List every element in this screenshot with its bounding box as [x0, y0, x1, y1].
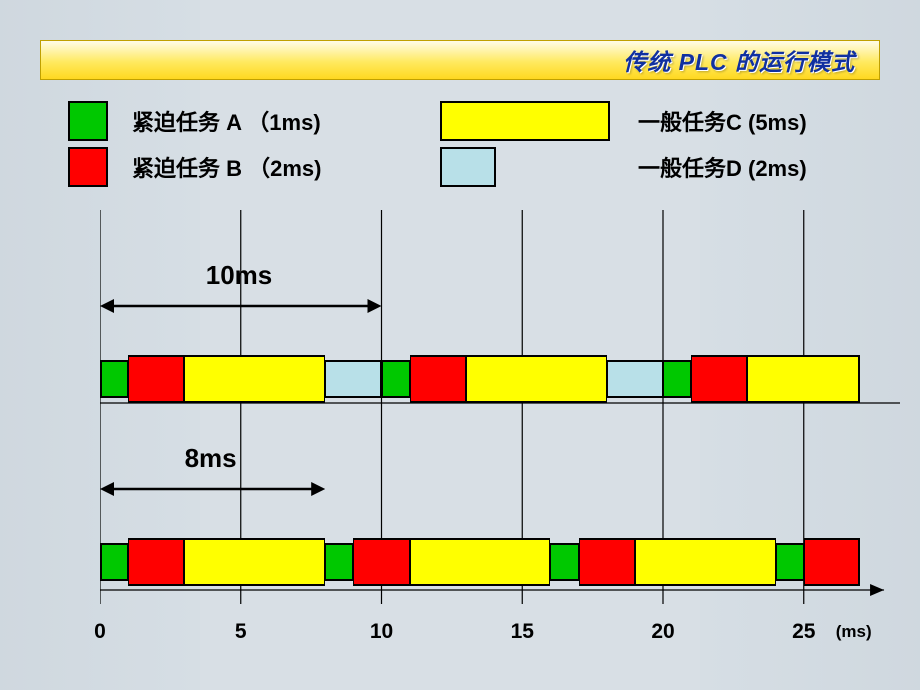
segment-c [184, 355, 325, 403]
segment-b [579, 538, 635, 586]
tick-label: 20 [651, 620, 674, 644]
segment-c [635, 538, 776, 586]
page-title: 传统 PLC 的运行模式 [623, 43, 855, 77]
span2-label: 8ms [185, 443, 237, 474]
legend: 紧迫任务 A （1ms) 一般任务C (5ms) 紧迫任务 B （2ms) 一般… [68, 98, 858, 190]
segment-b [410, 355, 466, 403]
axis-unit: (ms) [836, 622, 872, 642]
legend-label-d: 一般任务D (2ms) [638, 151, 858, 183]
segment-b [128, 538, 184, 586]
segment-c [184, 538, 325, 586]
segment-c [466, 355, 607, 403]
segment-a [382, 360, 410, 398]
tick-label: 25 [792, 620, 815, 644]
chart-area: 10ms 8ms 0510152025 (ms) [100, 210, 860, 640]
tick-label: 10 [370, 620, 393, 644]
segment-b [804, 538, 860, 586]
legend-swatch-c [440, 101, 610, 141]
segment-a [776, 543, 804, 581]
segment-d [607, 360, 663, 398]
segment-a [550, 543, 578, 581]
legend-label-c: 一般任务C (5ms) [638, 105, 858, 137]
timeline-2 [100, 538, 860, 586]
tick-label: 5 [235, 620, 247, 644]
segment-a [663, 360, 691, 398]
segment-d [325, 360, 381, 398]
segment-a [100, 360, 128, 398]
timeline-1 [100, 355, 860, 403]
segment-b [128, 355, 184, 403]
tick-label: 15 [511, 620, 534, 644]
title-bar: 传统 PLC 的运行模式 [40, 40, 880, 80]
segment-c [747, 355, 860, 403]
tick-label: 0 [94, 620, 106, 644]
legend-label-a: 紧迫任务 A （1ms) [132, 105, 432, 137]
segment-a [325, 543, 353, 581]
span1-label: 10ms [206, 260, 273, 291]
legend-swatch-d [440, 147, 496, 187]
legend-label-b: 紧迫任务 B （2ms) [132, 151, 432, 183]
segment-a [100, 543, 128, 581]
legend-swatch-a [68, 101, 108, 141]
span2-arrow [100, 480, 325, 498]
span1-arrow [100, 297, 382, 315]
segment-b [691, 355, 747, 403]
legend-swatch-b [68, 147, 108, 187]
segment-b [353, 538, 409, 586]
segment-c [410, 538, 551, 586]
